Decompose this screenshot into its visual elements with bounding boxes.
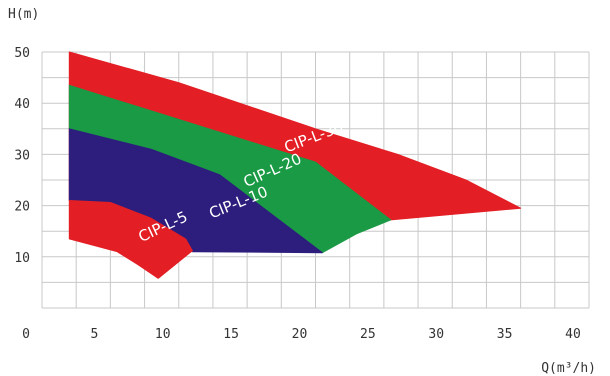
- x-tick-label: 40: [565, 327, 581, 342]
- x-tick-label: 20: [292, 327, 308, 342]
- x-tick-label: 5: [90, 327, 98, 342]
- x-tick-label: 30: [428, 327, 444, 342]
- x-tick-label: 10: [155, 327, 171, 342]
- series-areas: [68, 51, 522, 279]
- y-axis-label: H(m): [8, 7, 39, 22]
- area-cip-l-5: [68, 200, 193, 279]
- y-tick-label: 10: [14, 251, 30, 266]
- y-tick-label: 20: [14, 200, 30, 215]
- x-axis-label: Q(m³/h): [541, 361, 596, 376]
- tick-labels: 0 5 10 15 20 25 30 35 40 10 20 30 40 50: [14, 46, 580, 342]
- x-tick-label: 25: [360, 327, 376, 342]
- y-tick-label: 40: [14, 97, 30, 112]
- y-tick-label: 30: [14, 148, 30, 163]
- x-tick-label: 15: [223, 327, 239, 342]
- x-tick-label: 35: [497, 327, 513, 342]
- y-tick-label: 50: [14, 46, 30, 61]
- x-tick-label: 0: [22, 327, 30, 342]
